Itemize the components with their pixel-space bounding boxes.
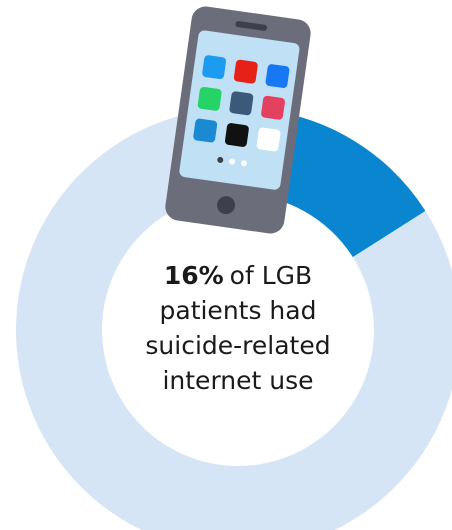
value-label: 16% [163, 261, 224, 290]
donut-segment [16, 108, 452, 530]
annotation: of LGB patients had suicide-related inte… [145, 261, 331, 395]
center-text: 16% of LGB patients had suicide-related i… [128, 258, 348, 398]
phone-icon [165, 6, 311, 234]
